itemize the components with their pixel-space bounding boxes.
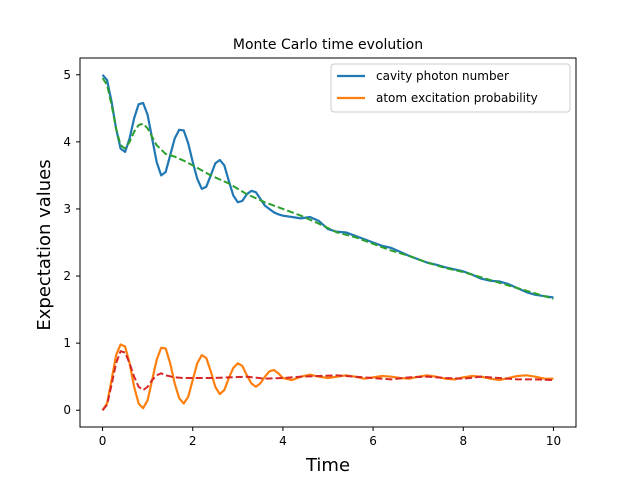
legend-box [330,63,571,113]
y-tick-label: 5 [63,68,71,82]
y-tick-label: 3 [63,202,71,216]
x-tick-label: 4 [279,434,287,448]
series-line-4 [101,350,554,411]
series-line-3 [101,77,554,300]
y-axis-label: Expectation values [34,159,55,330]
x-tick-label: 2 [189,434,197,448]
y-tick-label: 2 [63,269,71,283]
x-tick-label: 0 [99,434,107,448]
chart-title: Monte Carlo time evolution [233,37,423,53]
x-axis-label: Time [305,455,350,476]
x-tick-label: 10 [546,434,561,448]
y-tick-label: 4 [63,135,71,149]
legend-label: cavity photon number [376,69,509,83]
series-layer [101,74,554,411]
x-tick-label: 6 [369,434,377,448]
tick-layer: 0 2 4 6 8 10 0 1 2 3 4 5 [63,68,561,448]
plot-frame [79,57,577,428]
y-tick-label: 1 [63,336,71,350]
y-tick-label: 0 [63,403,71,417]
x-tick-label: 8 [459,434,467,448]
legend: cavity photon number atom excitation prob… [330,63,571,113]
legend-label: atom excitation probability [376,91,538,105]
